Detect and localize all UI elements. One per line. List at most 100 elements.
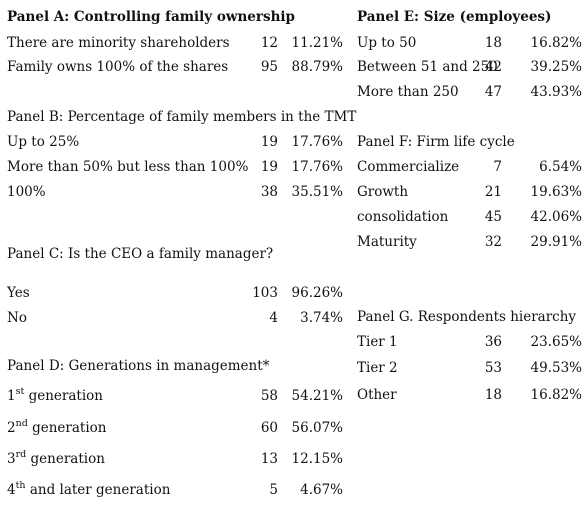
panel-g-title: Panel G. Respondents hierarchy — [357, 309, 577, 325]
row-count: 32 — [484, 234, 502, 250]
row-label: Growth — [357, 184, 409, 200]
ordinal-rest: generation — [24, 388, 103, 404]
row-label: Tier 1 — [357, 334, 398, 350]
row-label: More than 250 — [357, 84, 459, 100]
row-percent: 56.07% — [291, 420, 343, 436]
table-row: No 4 3.74% — [7, 310, 350, 332]
row-count: 21 — [484, 184, 502, 200]
row-percent: 49.53% — [530, 360, 582, 376]
table-row: There are minority shareholders 12 11.21… — [7, 35, 350, 57]
row-percent: 23.65% — [530, 334, 582, 350]
row-count: 42 — [484, 59, 502, 75]
row-count: 12 — [260, 35, 278, 51]
table-row: Other 18 16.82% — [357, 387, 587, 409]
table-row: 100% 38 35.51% — [7, 184, 350, 206]
row-count: 5 — [269, 482, 278, 498]
row-percent: 11.21% — [291, 35, 343, 51]
table-row: Maturity 32 29.91% — [357, 234, 587, 256]
row-percent: 16.82% — [530, 387, 582, 403]
ordinal-rest: generation — [27, 420, 107, 436]
ordinal-number: 3 — [7, 451, 16, 467]
row-percent: 3.74% — [300, 310, 343, 326]
ordinal-rest: and later generation — [25, 482, 171, 498]
row-count: 45 — [484, 209, 502, 225]
ordinal-number: 2 — [7, 420, 16, 436]
row-label: Between 51 and 250 — [357, 59, 498, 75]
row-count: 7 — [493, 159, 502, 175]
table-row: 2nd generation 60 56.07% — [7, 418, 350, 442]
panel-d-title: Panel D: Generations in management* — [7, 358, 270, 374]
row-percent: 42.06% — [530, 209, 582, 225]
row-percent: 17.76% — [291, 159, 343, 175]
row-percent: 4.67% — [300, 482, 343, 498]
ordinal-suffix: rd — [15, 449, 27, 460]
row-label: Yes — [7, 285, 30, 301]
row-label: Commercialize — [357, 159, 460, 175]
row-count: 60 — [260, 420, 278, 436]
ordinal-suffix: nd — [15, 418, 28, 429]
panel-c-title: Panel C: Is the CEO a family manager? — [7, 246, 274, 262]
row-percent: 88.79% — [291, 59, 343, 75]
row-label: Up to 50 — [357, 35, 417, 51]
row-percent: 29.91% — [530, 234, 582, 250]
row-count: 18 — [484, 387, 502, 403]
row-label: 3rd generation — [7, 449, 105, 467]
table-row: More than 250 47 43.93% — [357, 84, 587, 106]
table-row: Growth 21 19.63% — [357, 184, 587, 206]
panel-b-title: Panel B: Percentage of family members in… — [7, 109, 357, 125]
row-label: Maturity — [357, 234, 417, 250]
row-count: 36 — [484, 334, 502, 350]
row-percent: 54.21% — [291, 388, 343, 404]
table-row: Up to 25% 19 17.76% — [7, 134, 350, 156]
row-count: 38 — [260, 184, 278, 200]
ordinal-number: 1 — [7, 388, 16, 404]
row-count: 18 — [484, 35, 502, 51]
table-row: 4th and later generation 5 4.67% — [7, 480, 350, 504]
panel-a-title: Panel A: Controlling family ownership — [7, 9, 295, 25]
ordinal-suffix: st — [15, 386, 25, 397]
table-row: Yes 103 96.26% — [7, 285, 350, 307]
table-row: Between 51 and 250 42 39.25% — [357, 59, 587, 81]
table-row: Tier 2 53 49.53% — [357, 360, 587, 382]
row-label: consolidation — [357, 209, 449, 225]
row-percent: 96.26% — [291, 285, 343, 301]
table-row: Tier 1 36 23.65% — [357, 334, 587, 356]
row-percent: 35.51% — [291, 184, 343, 200]
row-label: 100% — [7, 184, 46, 200]
row-count: 103 — [252, 285, 278, 301]
ordinal-number: 4 — [7, 482, 16, 498]
table-row: More than 50% but less than 100% 19 17.7… — [7, 159, 350, 181]
row-label: Family owns 100% of the shares — [7, 59, 229, 75]
row-label: 1st generation — [7, 386, 103, 404]
row-label: More than 50% but less than 100% — [7, 159, 249, 175]
row-percent: 43.93% — [530, 84, 582, 100]
row-count: 95 — [260, 59, 278, 75]
row-label: 4th and later generation — [7, 480, 171, 498]
table-row: Family owns 100% of the shares 95 88.79% — [7, 59, 350, 81]
row-label: 2nd generation — [7, 418, 107, 436]
row-percent: 16.82% — [530, 35, 582, 51]
row-percent: 19.63% — [530, 184, 582, 200]
row-count: 19 — [260, 134, 278, 150]
row-label: No — [7, 310, 27, 326]
ordinal-rest: generation — [26, 451, 105, 467]
table-row: 3rd generation 13 12.15% — [7, 449, 350, 473]
table-row: Up to 50 18 16.82% — [357, 35, 587, 57]
ordinal-suffix: th — [15, 480, 26, 491]
row-count: 13 — [260, 451, 278, 467]
table-row: Commercialize 7 6.54% — [357, 159, 587, 181]
row-count: 19 — [260, 159, 278, 175]
row-percent: 12.15% — [291, 451, 343, 467]
row-count: 53 — [484, 360, 502, 376]
row-label: Other — [357, 387, 397, 403]
row-label: Tier 2 — [357, 360, 398, 376]
row-count: 58 — [260, 388, 278, 404]
panel-e-title: Panel E: Size (employees) — [357, 9, 552, 25]
table-row: 1st generation 58 54.21% — [7, 386, 350, 410]
row-percent: 39.25% — [530, 59, 582, 75]
row-count: 4 — [269, 310, 278, 326]
row-label: Up to 25% — [7, 134, 80, 150]
row-label: There are minority shareholders — [7, 35, 230, 51]
row-percent: 17.76% — [291, 134, 343, 150]
panel-f-title: Panel F: Firm life cycle — [357, 134, 515, 150]
